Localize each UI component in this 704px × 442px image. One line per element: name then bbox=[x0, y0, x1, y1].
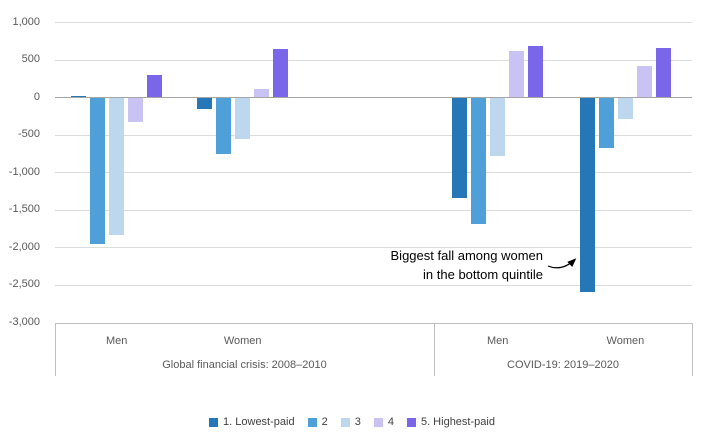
legend-swatch-icon bbox=[406, 418, 416, 427]
bar-4-g2 bbox=[509, 51, 525, 98]
annotation-line-1: Biggest fall among women bbox=[390, 248, 543, 263]
annotation-arrow-icon bbox=[547, 258, 577, 269]
legend-label: 2 bbox=[321, 416, 328, 428]
gridline bbox=[55, 22, 692, 23]
bar-2-g1 bbox=[216, 98, 232, 155]
annotation: Biggest fall among women in the bottom q… bbox=[343, 246, 543, 284]
legend-label: 3 bbox=[354, 416, 361, 428]
legend-item: 5. Highest-paid bbox=[406, 416, 495, 429]
legend-label: 1. Lowest-paid bbox=[223, 416, 295, 428]
gridline bbox=[55, 285, 692, 286]
bar-5-highest-paid-g3 bbox=[656, 47, 672, 97]
bar-1-lowest-paid-g0 bbox=[71, 95, 86, 97]
bar-2-g3 bbox=[598, 98, 614, 149]
category-axis-divider bbox=[692, 323, 693, 376]
bar-3-g3 bbox=[617, 98, 633, 119]
bar-1-lowest-paid-g3 bbox=[579, 98, 595, 292]
y-axis-tick-label: -500 bbox=[17, 128, 40, 140]
gridline bbox=[55, 247, 692, 248]
bar-1-lowest-paid-g1 bbox=[197, 98, 212, 109]
legend-item: 4 bbox=[373, 416, 394, 429]
legend-swatch-icon bbox=[209, 418, 219, 427]
gridline bbox=[55, 135, 692, 136]
bar-4-g3 bbox=[637, 65, 652, 97]
bar-1-lowest-paid-g2 bbox=[452, 98, 467, 198]
section-label: Global financial crisis: 2008–2010 bbox=[162, 359, 327, 371]
category-label: Men bbox=[486, 335, 509, 347]
legend-label: 4 bbox=[387, 416, 394, 428]
bar-3-g2 bbox=[490, 98, 506, 156]
y-axis-tick-label: -2,500 bbox=[8, 278, 40, 290]
y-axis-tick-label: 500 bbox=[21, 53, 40, 65]
gridline bbox=[55, 60, 692, 61]
legend-item: 1. Lowest-paid bbox=[209, 416, 295, 429]
bar-5-highest-paid-g0 bbox=[147, 74, 163, 97]
category-axis-divider bbox=[434, 323, 435, 376]
legend-item: 2 bbox=[307, 416, 328, 429]
gridline bbox=[55, 172, 692, 173]
y-axis-tick-label: -3,000 bbox=[8, 316, 40, 328]
y-axis-tick-label: -2,000 bbox=[8, 241, 40, 253]
bar-4-g0 bbox=[128, 98, 144, 122]
category-label: Women bbox=[223, 335, 262, 347]
bar-3-g1 bbox=[235, 98, 251, 139]
y-axis-tick-label: 1,000 bbox=[12, 16, 40, 28]
bar-4-g1 bbox=[254, 88, 270, 98]
bar-2-g2 bbox=[471, 98, 487, 224]
category-label: Men bbox=[105, 335, 128, 347]
legend: 1. Lowest-paid 2 3 4 5. Highest-paid bbox=[0, 416, 704, 429]
zero-line bbox=[55, 97, 692, 98]
category-axis-divider bbox=[55, 323, 56, 376]
y-axis-tick-label: -1,500 bbox=[8, 203, 40, 215]
category-label: Women bbox=[606, 335, 645, 347]
legend-label: 5. Highest-paid bbox=[420, 416, 495, 428]
annotation-line-2: in the bottom quintile bbox=[423, 267, 543, 282]
bar-5-highest-paid-g2 bbox=[528, 46, 544, 97]
bar-5-highest-paid-g1 bbox=[273, 49, 289, 97]
gridline bbox=[55, 210, 692, 211]
legend-item: 3 bbox=[340, 416, 361, 429]
bar-2-g0 bbox=[90, 98, 106, 245]
y-axis-tick-label: -1,000 bbox=[8, 166, 40, 178]
section-label: COVID-19: 2019–2020 bbox=[507, 359, 619, 371]
y-axis-tick-label: 0 bbox=[33, 91, 40, 103]
bar-3-g0 bbox=[109, 98, 125, 235]
legend-swatch-icon bbox=[307, 418, 317, 427]
legend-swatch-icon bbox=[373, 418, 383, 427]
category-axis-border bbox=[55, 323, 692, 324]
legend-swatch-icon bbox=[340, 418, 350, 427]
